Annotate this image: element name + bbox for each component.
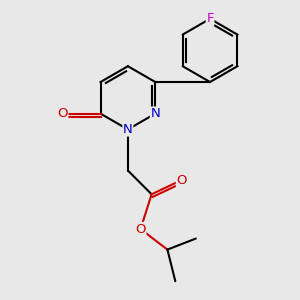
Text: O: O (135, 223, 146, 236)
Text: N: N (150, 107, 160, 120)
Text: F: F (206, 12, 214, 25)
Text: O: O (176, 173, 187, 187)
Text: N: N (123, 123, 133, 136)
Text: O: O (57, 107, 68, 120)
